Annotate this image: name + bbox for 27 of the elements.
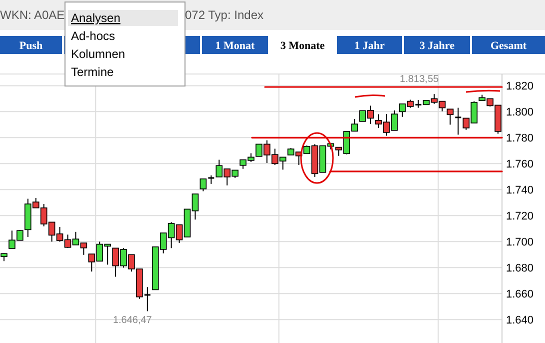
annotation: 1.813,55 [400,74,440,85]
y-tick-label: 1.740 [506,184,534,197]
candlestick [454,107,462,136]
y-tick-label: 1.780 [506,132,534,145]
y-tick-label: 1.720 [506,210,534,222]
annotation: 1.646,47 [112,315,152,326]
text: 072 Typ: Index [185,8,264,22]
text: Gesamt [490,40,527,52]
text: 1 Monat [215,40,256,52]
y-tick-label: 1.820 [506,80,534,93]
text: 3 Monate [280,40,325,52]
y-tick-label: 1.660 [506,288,534,300]
text: 1 Jahr [354,40,385,52]
y-tick-label: 1.680 [506,262,534,274]
annotation: Termine [71,65,114,79]
text: Ad-hocs [71,29,116,43]
y-tick-label: 1.700 [506,236,534,248]
text: WKN: A0AE [0,8,65,22]
candlestick [446,108,454,126]
y-tick-label: 1.800 [506,106,534,119]
text: Kolumnen [71,47,126,61]
text: Analysen [71,11,120,25]
y-tick-label: 1.640 [506,314,534,326]
candlestick [200,178,207,192]
text: 3 Jahre [420,40,455,52]
text: Push [19,40,43,52]
y-tick-label: 1.760 [506,158,534,171]
